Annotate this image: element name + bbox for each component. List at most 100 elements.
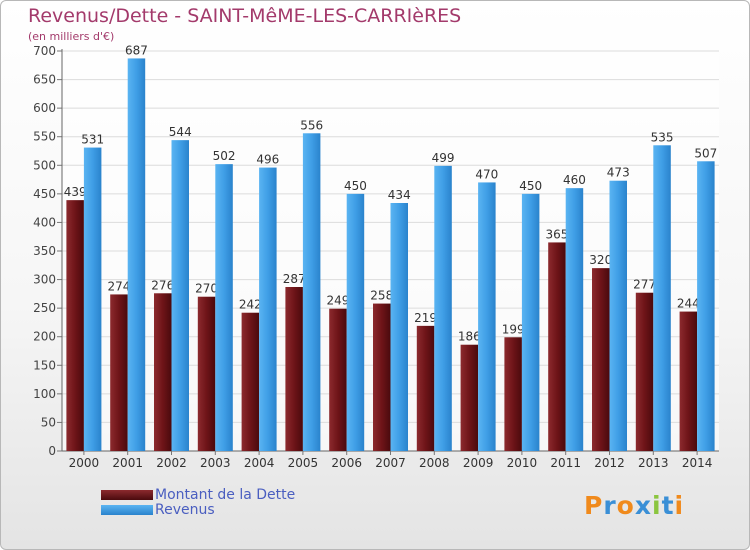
dette-bar: [329, 308, 347, 451]
y-tick-label: 50: [41, 415, 56, 429]
revenus-data-label: 434: [388, 188, 411, 202]
y-tick-label: 350: [33, 244, 56, 258]
dette-data-label: 277: [633, 278, 656, 292]
logo-letter: o: [616, 491, 635, 520]
revenus-bar: [565, 188, 584, 451]
dette-data-label: 274: [107, 279, 130, 293]
dette-bar: [635, 292, 654, 451]
y-tick-label: 0: [48, 444, 56, 458]
logo-letter: r: [603, 491, 617, 520]
revenus-bar: [259, 167, 277, 452]
y-tick-label: 550: [33, 130, 56, 144]
dette-data-label: 270: [195, 282, 218, 296]
y-tick-label: 400: [33, 215, 56, 229]
logo-letter: i: [652, 491, 662, 520]
dette-data-label: 199: [502, 322, 525, 336]
revenus-bar: [215, 164, 233, 451]
y-tick-label: 150: [33, 358, 56, 372]
y-tick-label: 200: [33, 330, 56, 344]
dette-bar: [66, 200, 84, 451]
dette-bar: [504, 337, 522, 451]
dette-data-label: 287: [283, 272, 306, 286]
y-tick-label: 450: [33, 187, 56, 201]
y-tick-label: 250: [33, 301, 56, 315]
legend-swatch-dette: [101, 489, 153, 500]
revenus-bar: [302, 133, 321, 452]
dette-data-label: 186: [458, 330, 481, 344]
logo-letter: i: [674, 491, 685, 520]
revenus-data-label: 531: [81, 133, 104, 147]
revenus-data-label: 460: [563, 173, 586, 187]
dette-bar: [197, 296, 216, 451]
dette-bar: [679, 311, 698, 451]
logo-letter: t: [661, 491, 675, 520]
x-tick-label: 2010: [507, 456, 538, 470]
dette-bar: [416, 325, 435, 451]
revenus-data-label: 502: [213, 149, 236, 163]
revenus-bar: [171, 140, 189, 451]
revenus-bar: [521, 193, 540, 451]
revenus-data-label: 450: [344, 179, 367, 193]
dette-bar: [548, 242, 566, 451]
revenus-bar: [653, 145, 671, 452]
x-tick-label: 2004: [244, 456, 275, 470]
logo-letter: P: [584, 491, 604, 520]
dette-bar: [285, 287, 303, 451]
revenus-bar: [390, 203, 408, 451]
logo-letter: x: [634, 491, 652, 520]
x-tick-label: 2013: [638, 456, 669, 470]
revenus-bar: [478, 182, 496, 451]
dette-bar: [241, 312, 260, 451]
x-tick-label: 2008: [419, 456, 450, 470]
x-tick-label: 2002: [156, 456, 187, 470]
revenus-bar: [83, 147, 102, 452]
x-tick-label: 2014: [682, 456, 713, 470]
dette-bar: [592, 268, 610, 451]
y-tick-label: 100: [33, 387, 56, 401]
revenus-bar: [697, 161, 715, 452]
revenus-data-label: 535: [651, 130, 674, 144]
legend: Montant de la Dette Revenus: [101, 486, 296, 518]
revenus-data-label: 687: [125, 43, 148, 57]
dette-bar: [154, 293, 172, 451]
y-tick-label: 650: [33, 73, 56, 87]
revenus-data-label: 556: [300, 118, 323, 132]
x-tick-label: 2006: [331, 456, 362, 470]
revenus-data-label: 450: [519, 179, 542, 193]
revenus-bar: [127, 58, 146, 452]
x-tick-label: 2001: [112, 456, 143, 470]
revenus-bar: [346, 193, 365, 451]
revenus-data-label: 496: [256, 153, 279, 167]
dette-data-label: 276: [151, 278, 174, 292]
dette-bar: [110, 294, 128, 451]
y-tick-label: 700: [33, 44, 56, 58]
dette-data-label: 249: [326, 294, 349, 308]
revenus-data-label: 473: [607, 166, 630, 180]
dette-data-label: 320: [589, 253, 612, 267]
revenus-data-label: 499: [432, 151, 455, 165]
legend-label-dette: Montant de la Dette: [155, 486, 296, 503]
dette-data-label: 258: [370, 289, 393, 303]
dette-bar: [460, 344, 479, 451]
chart-subtitle: (en milliers d'€): [28, 30, 115, 43]
dette-data-label: 365: [545, 227, 568, 241]
x-tick-label: 2000: [69, 456, 100, 470]
chart-title: Revenus/Dette - SAINT-MêME-LES-CARRIèRES: [28, 5, 462, 27]
x-tick-label: 2003: [200, 456, 231, 470]
revenus-data-label: 470: [475, 167, 498, 181]
legend-swatch-revenus: [101, 504, 153, 515]
revenus-bar: [609, 180, 627, 451]
dette-data-label: 244: [677, 297, 700, 311]
x-tick-label: 2005: [288, 456, 319, 470]
revenus-data-label: 544: [169, 125, 192, 139]
legend-item-dette: Montant de la Dette: [101, 486, 296, 503]
x-tick-label: 2011: [550, 456, 581, 470]
dette-data-label: 242: [239, 298, 262, 312]
revenus-data-label: 507: [694, 146, 717, 160]
x-tick-label: 2009: [463, 456, 494, 470]
y-tick-label: 300: [33, 273, 56, 287]
x-tick-label: 2012: [594, 456, 625, 470]
revenus-bar: [434, 165, 452, 451]
